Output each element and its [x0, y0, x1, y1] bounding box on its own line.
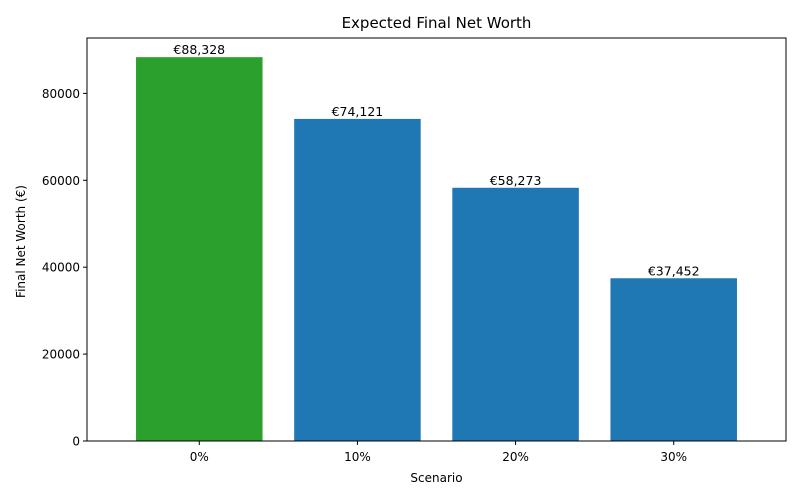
x-tick-label-10%: 10% [344, 450, 371, 464]
y-tick-label-60000: 60000 [42, 174, 80, 188]
x-tick-label-20%: 20% [502, 450, 529, 464]
x-tick-label-0%: 0% [190, 450, 209, 464]
data-label-20%: €58,273 [490, 173, 542, 188]
x-axis-label: Scenario [410, 471, 462, 485]
y-axis-label: Final Net Worth (€) [14, 185, 28, 298]
plot-frame [86, 37, 787, 442]
y-tick-label-80000: 80000 [42, 87, 80, 101]
bar-0% [136, 57, 263, 442]
data-label-10%: €74,121 [332, 104, 384, 119]
y-tick-label-20000: 20000 [42, 348, 80, 362]
data-label-0%: €88,328 [173, 42, 225, 57]
chart-title: Expected Final Net Worth [342, 14, 532, 32]
x-tick-label-30%: 30% [660, 450, 687, 464]
y-tick-label-40000: 40000 [42, 261, 80, 275]
y-tick-label-0: 0 [72, 435, 80, 449]
bars-layer: €88,328 €74,121 €58,273 €37,452 [136, 42, 737, 442]
axes-layer: 0 20000 40000 60000 80000 0% 10% 20% 30% [42, 37, 787, 464]
bar-30% [610, 278, 737, 441]
data-label-30%: €37,452 [648, 263, 700, 278]
bar-20% [452, 187, 579, 441]
bar-10% [294, 118, 421, 442]
